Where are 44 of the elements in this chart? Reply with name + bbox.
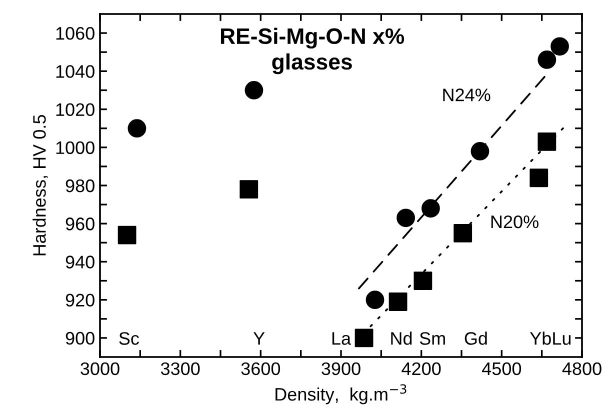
annotation: N20% [491,215,538,228]
y-tick-label: 1040 [56,65,94,78]
point [396,208,416,228]
y-tick-label: 1060 [56,26,94,40]
point [454,224,472,242]
point [530,168,548,188]
point [414,272,432,290]
point [118,226,136,244]
point [128,119,146,138]
y-axis-title: Hardness, HV 0.5 [32,115,48,256]
point [366,290,384,310]
annotation: Sm [420,332,445,345]
x-tick-label: 3000 [80,362,120,376]
point [422,199,440,218]
point [244,81,264,100]
y-tick-label: 900 [66,332,94,345]
point [550,37,569,56]
x-tick-label: 3300 [160,362,200,376]
point [538,132,556,151]
x-axis-title: Density, kg.m$^{−3}$ [276,384,406,404]
point [240,180,258,199]
annotation: La [332,332,352,345]
annotation: Gd [464,332,487,345]
text: RE-Si-Mg-O-N x% glasses [220,28,404,74]
annotation: N24% [443,88,490,102]
annotation: YbLu [530,332,571,345]
x-tick-label: 3600 [241,362,280,376]
y-tick-label: 1000 [56,141,94,154]
y-tick-label: 980 [66,179,94,192]
annotation: Sc [119,332,139,345]
x-tick-label: 4800 [562,362,602,376]
point [354,328,374,348]
y-tick-label: 1020 [56,103,94,116]
point [538,50,556,69]
y-tick-label: 960 [66,218,94,230]
y-tick-label: 920 [66,294,94,307]
x-tick-label: 4500 [482,362,522,376]
y-tick-label: 940 [66,256,94,268]
point [470,142,490,160]
x-tick-label: 3900 [322,362,360,376]
annotation: Nd [391,332,412,345]
x-tick-label: 4200 [402,362,441,376]
annotation: Y [253,332,265,345]
point [388,292,408,311]
